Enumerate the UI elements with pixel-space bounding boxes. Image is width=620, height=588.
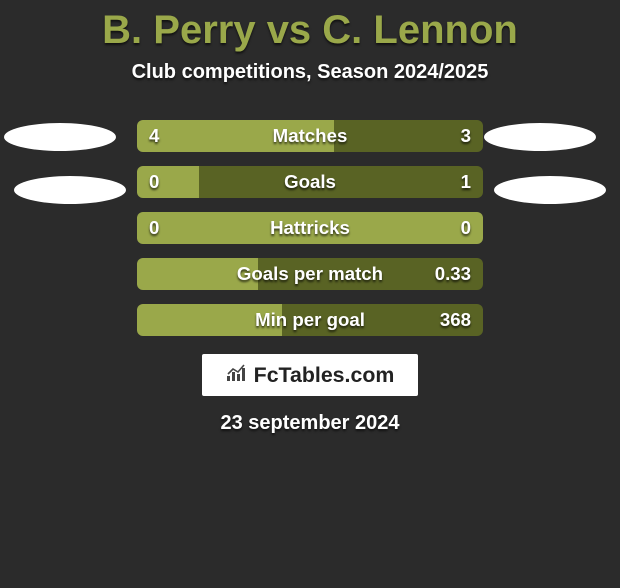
- brand-box: FcTables.com: [202, 354, 418, 396]
- comparison-row: 01Goals: [137, 166, 483, 198]
- metric-label: Goals per match: [137, 258, 483, 290]
- comparison-title: B. Perry vs C. Lennon: [0, 8, 620, 53]
- player-ellipse: [14, 176, 126, 204]
- metric-label: Hattricks: [137, 212, 483, 244]
- metric-label: Goals: [137, 166, 483, 198]
- comparison-row: 368Min per goal: [137, 304, 483, 336]
- comparison-row: 00Hattricks: [137, 212, 483, 244]
- metric-label: Matches: [137, 120, 483, 152]
- brand-text: FcTables.com: [254, 363, 395, 388]
- comparison-subtitle: Club competitions, Season 2024/2025: [0, 61, 620, 84]
- brand-inner: FcTables.com: [226, 363, 395, 388]
- snapshot-date: 23 september 2024: [0, 412, 620, 435]
- player-ellipse: [4, 123, 116, 151]
- player-ellipse: [484, 123, 596, 151]
- comparison-row: 43Matches: [137, 120, 483, 152]
- player-ellipse: [494, 176, 606, 204]
- comparison-rows: 43Matches 01Goals 00Hattricks 0.33Goals per…: [0, 120, 620, 336]
- comparison-row: 0.33Goals per match: [137, 258, 483, 290]
- metric-label: Min per goal: [137, 304, 483, 336]
- brand-chart-icon: [226, 364, 248, 387]
